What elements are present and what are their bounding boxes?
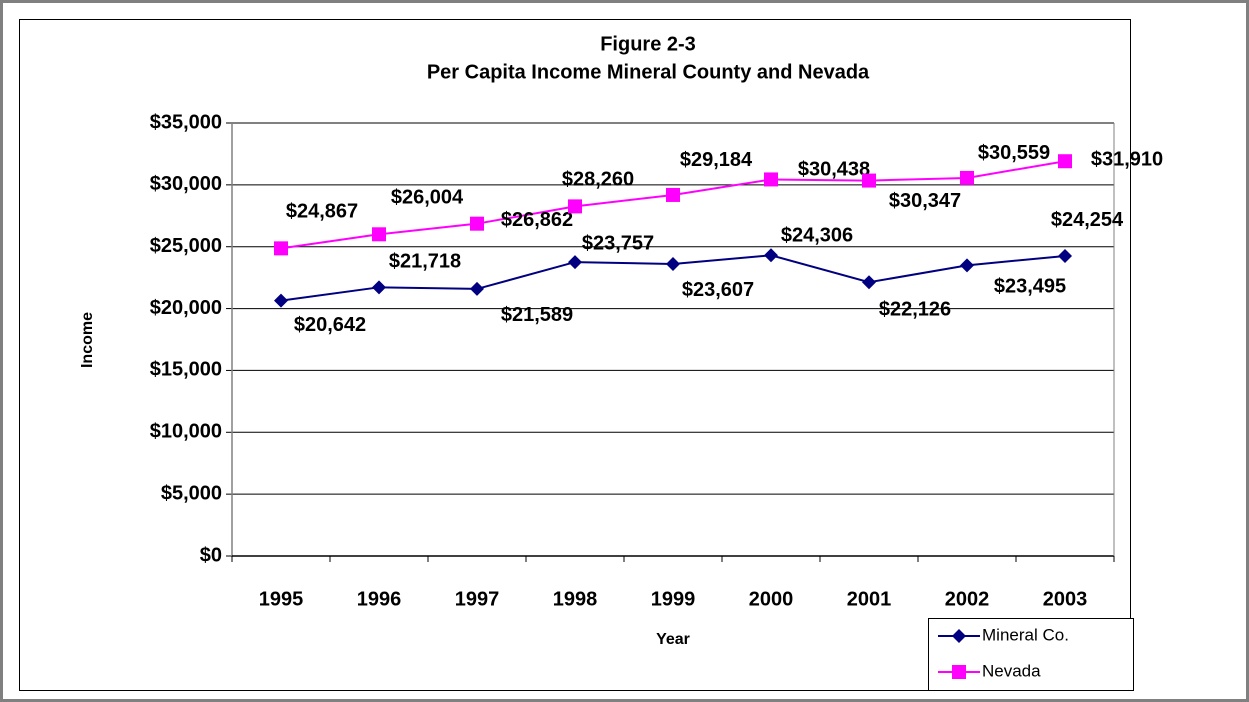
x-tick-label: 1996 [357,588,402,610]
data-label: $23,757 [582,232,654,254]
x-tick-label: 2002 [945,588,990,610]
y-tick-label: $35,000 [150,111,222,133]
y-tick-label: $5,000 [161,482,222,504]
legend-marker [952,665,966,679]
data-label: $30,347 [889,190,961,212]
y-tick-label: $30,000 [150,173,222,195]
data-point [274,293,288,308]
y-tick-label: $20,000 [150,297,222,319]
data-point [372,280,386,295]
data-point [372,227,386,242]
data-point [568,199,582,214]
data-label: $29,184 [680,149,753,171]
legend-label: Nevada [982,661,1041,680]
data-point [568,255,582,270]
data-point [862,173,876,188]
data-label: $30,438 [798,159,870,181]
x-tick-label: 1998 [553,588,598,610]
x-tick-label: 2001 [847,588,892,610]
data-point [1058,248,1072,263]
data-point [666,187,680,202]
data-point [960,170,974,185]
x-tick-label: 2000 [749,588,794,610]
data-label: $30,559 [978,142,1050,164]
y-tick-label: $15,000 [150,359,222,381]
y-tick-label: $0 [200,544,222,566]
data-point [470,281,484,296]
chart-title: Figure 2-3 [600,33,696,55]
data-label: $23,607 [682,279,754,301]
legend-marker [952,629,966,643]
y-tick-label: $10,000 [150,421,222,443]
data-label: $26,004 [391,187,464,209]
y-axis-label: Income [79,312,96,368]
legend-label: Mineral Co. [982,625,1069,644]
x-axis-label: Year [656,631,690,648]
data-point [470,216,484,231]
data-label: $23,495 [994,276,1066,298]
data-point [764,248,778,263]
chart-area [19,19,1131,691]
data-label: $28,260 [562,169,634,191]
data-label: $24,306 [781,225,853,247]
data-label: $26,862 [501,209,573,231]
data-point [862,275,876,290]
data-point [666,256,680,271]
data-point [1058,154,1072,169]
x-tick-label: 1997 [455,588,500,610]
data-label: $24,254 [1051,209,1124,231]
data-label: $20,642 [294,314,366,336]
data-label: $24,867 [286,201,358,223]
x-tick-label: 2003 [1043,588,1088,610]
data-label: $31,910 [1091,149,1163,171]
data-point [764,172,778,187]
chart-subtitle: Per Capita Income Mineral County and Nev… [427,61,870,83]
y-tick-label: $25,000 [150,235,222,257]
data-label: $22,126 [879,299,951,321]
x-tick-label: 1995 [259,588,304,610]
data-label: $21,718 [389,251,461,273]
x-tick-label: 1999 [651,588,696,610]
data-point [960,258,974,273]
data-label: $21,589 [501,304,573,326]
data-point [274,241,288,256]
